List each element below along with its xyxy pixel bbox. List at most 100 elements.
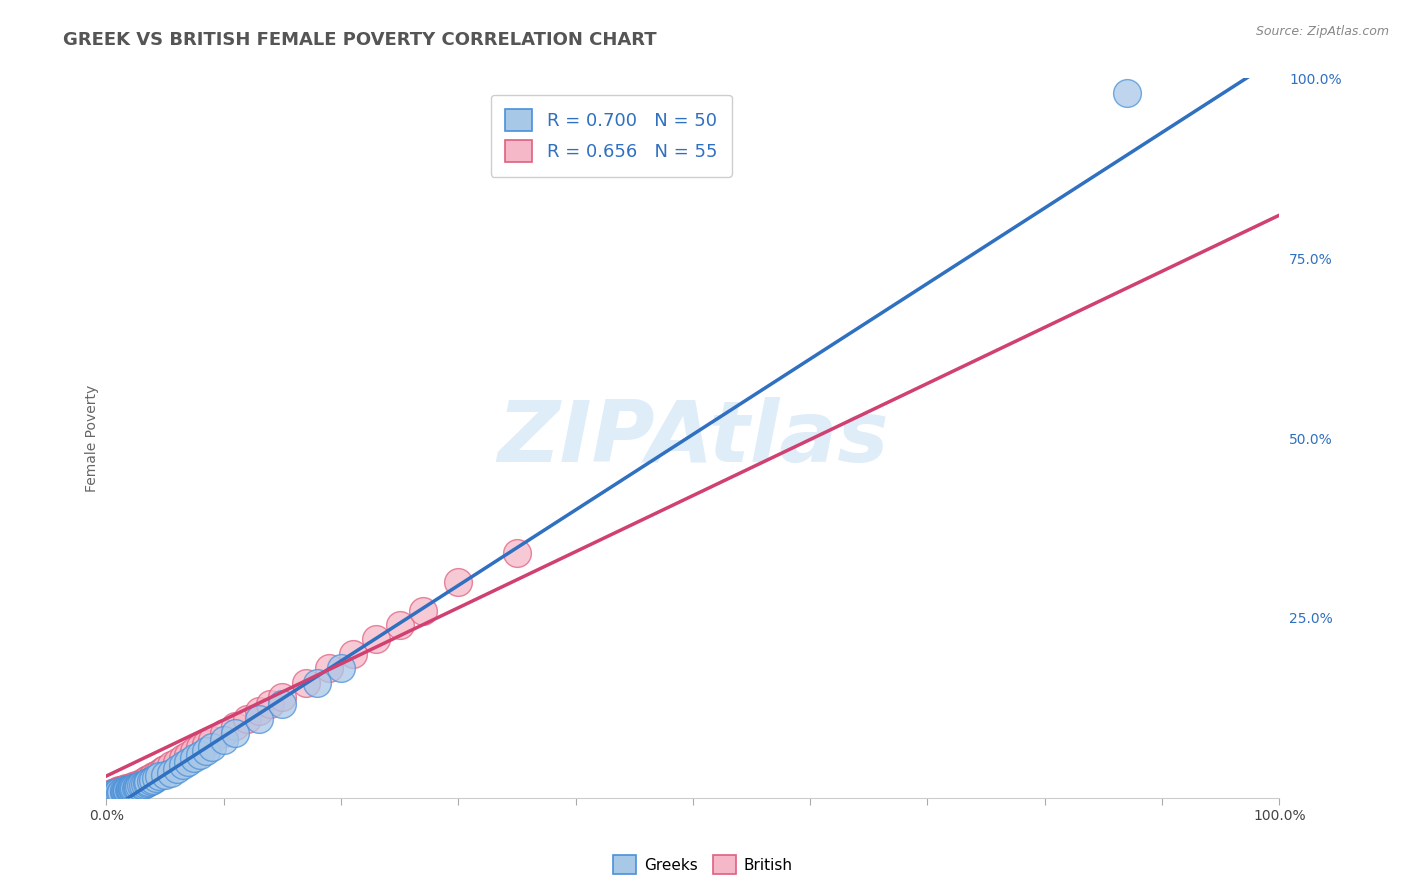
Point — [104, 786, 127, 800]
Point — [224, 726, 246, 740]
Point — [118, 783, 141, 797]
Point — [342, 647, 364, 661]
Point — [111, 783, 134, 797]
Point — [224, 719, 246, 733]
Point — [127, 778, 149, 792]
Point — [117, 780, 139, 795]
Point — [122, 782, 145, 797]
Legend: Greeks, British: Greeks, British — [607, 849, 799, 880]
Point — [134, 777, 156, 791]
Point — [142, 769, 165, 783]
Point — [114, 784, 136, 798]
Point — [124, 780, 146, 794]
Point — [103, 786, 125, 800]
Point — [107, 785, 129, 799]
Point — [139, 774, 162, 789]
Point — [115, 783, 138, 797]
Point — [1116, 86, 1139, 100]
Point — [447, 574, 470, 589]
Point — [128, 779, 150, 793]
Point — [159, 765, 181, 780]
Point — [110, 784, 132, 798]
Legend: R = 0.700   N = 50, R = 0.656   N = 55: R = 0.700 N = 50, R = 0.656 N = 55 — [491, 95, 731, 177]
Point — [125, 780, 148, 794]
Point — [117, 782, 139, 797]
Point — [101, 786, 124, 800]
Point — [329, 661, 352, 675]
Point — [127, 780, 149, 795]
Point — [131, 779, 153, 793]
Point — [105, 784, 128, 798]
Point — [117, 782, 139, 797]
Point — [201, 733, 224, 747]
Point — [152, 764, 174, 778]
Point — [153, 767, 176, 781]
Point — [110, 785, 132, 799]
Point — [388, 618, 411, 632]
Point — [138, 772, 160, 786]
Point — [122, 779, 145, 793]
Point — [112, 782, 135, 797]
Point — [124, 781, 146, 796]
Point — [212, 726, 235, 740]
Point — [412, 604, 434, 618]
Point — [120, 780, 142, 794]
Point — [148, 769, 170, 783]
Point — [188, 740, 211, 755]
Point — [153, 762, 176, 776]
Point — [114, 782, 136, 797]
Point — [247, 712, 270, 726]
Point — [107, 786, 129, 800]
Point — [364, 632, 387, 647]
Point — [506, 546, 529, 560]
Text: GREEK VS BRITISH FEMALE POVERTY CORRELATION CHART: GREEK VS BRITISH FEMALE POVERTY CORRELAT… — [63, 31, 657, 49]
Point — [124, 779, 146, 793]
Point — [139, 771, 162, 785]
Point — [110, 782, 132, 797]
Point — [121, 782, 143, 797]
Point — [136, 776, 159, 790]
Point — [117, 784, 139, 798]
Point — [110, 786, 132, 800]
Point — [138, 775, 160, 789]
Point — [135, 773, 157, 788]
Point — [294, 675, 316, 690]
Point — [145, 771, 167, 785]
Point — [120, 782, 142, 797]
Point — [104, 785, 127, 799]
Point — [131, 776, 153, 790]
Point — [148, 765, 170, 780]
Point — [107, 786, 129, 800]
Point — [118, 781, 141, 796]
Point — [194, 737, 217, 751]
Text: ZIPAtlas: ZIPAtlas — [498, 397, 889, 480]
Point — [307, 675, 329, 690]
Point — [177, 747, 200, 762]
Point — [247, 705, 270, 719]
Point — [172, 751, 194, 765]
Point — [183, 744, 205, 758]
Point — [124, 780, 146, 795]
Text: Source: ZipAtlas.com: Source: ZipAtlas.com — [1256, 25, 1389, 38]
Point — [131, 778, 153, 792]
Point — [121, 780, 143, 795]
Point — [201, 740, 224, 755]
Point — [118, 782, 141, 797]
Point — [177, 755, 200, 769]
Y-axis label: Female Poverty: Female Poverty — [86, 384, 100, 491]
Point — [112, 783, 135, 797]
Point — [108, 783, 131, 797]
Point — [172, 758, 194, 772]
Point — [212, 733, 235, 747]
Point — [145, 767, 167, 781]
Point — [166, 755, 188, 769]
Point — [121, 781, 143, 796]
Point — [101, 787, 124, 801]
Point — [132, 775, 155, 789]
Point — [188, 747, 211, 762]
Point — [128, 779, 150, 793]
Point — [166, 762, 188, 776]
Point — [117, 783, 139, 797]
Point — [142, 772, 165, 787]
Point — [115, 781, 138, 796]
